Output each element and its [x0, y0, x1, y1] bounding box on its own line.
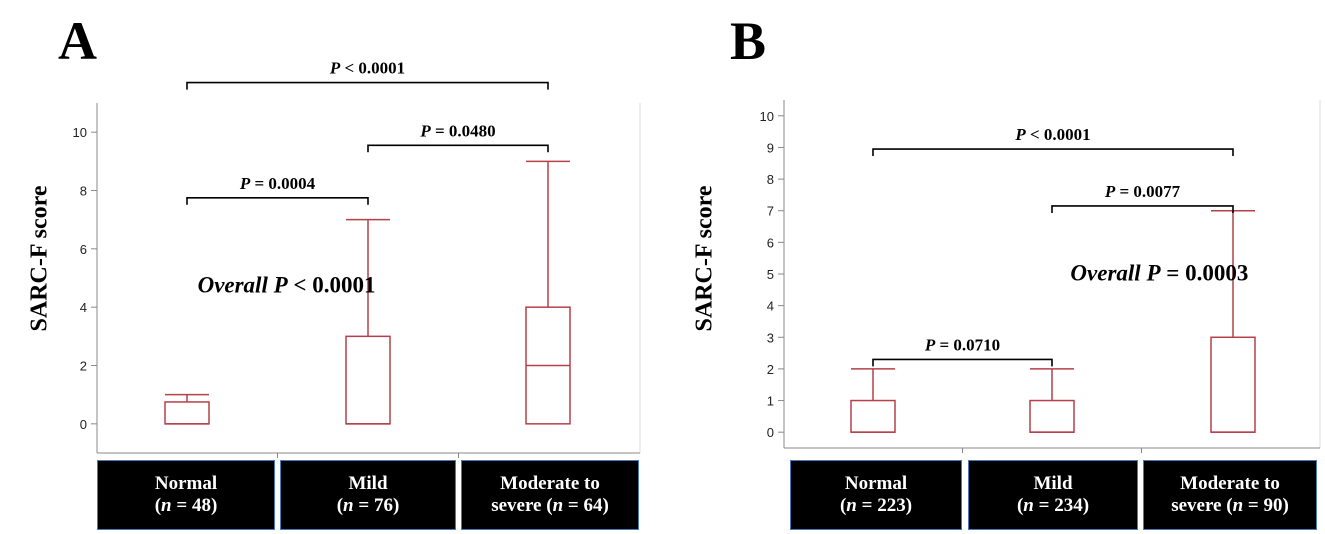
box-body: [1210, 336, 1256, 433]
comparison-p-value: P = 0.0077: [1104, 182, 1181, 201]
comparison-p-value: P < 0.0001: [329, 59, 405, 78]
category-label-line1: Moderate to: [500, 473, 600, 495]
comparison-bracket: [186, 196, 369, 205]
category-label-line1: Mild: [1033, 473, 1073, 495]
y-tick-label: 4: [80, 300, 87, 315]
comparison-bracket: [1051, 205, 1234, 213]
comparison-bracket: [872, 148, 1234, 157]
y-tick-label: 10: [73, 125, 87, 140]
category-label-line2: (n = 234): [1016, 495, 1090, 516]
y-tick-label: 9: [767, 140, 774, 155]
y-tick-label: 0: [80, 417, 87, 432]
box-body: [164, 401, 210, 425]
y-tick-label: 6: [767, 235, 774, 250]
category-label-line1: Normal: [154, 473, 218, 495]
comparison-p-value: P < 0.0001: [1014, 125, 1090, 144]
panel-letter-b: B: [730, 11, 767, 71]
category-label-line1: Normal: [844, 473, 908, 495]
y-tick-label: 5: [767, 267, 774, 282]
category-label-line2: (n = 76): [336, 495, 400, 516]
category-label-a-mild: Mild (n = 76): [280, 460, 456, 530]
overall-p-value: Overall P = 0.0003: [1070, 260, 1248, 285]
comparison-bracket: [872, 358, 1053, 367]
box-body: [1029, 399, 1075, 433]
y-tick-label: 8: [80, 184, 87, 199]
box-body: [850, 399, 896, 433]
category-label-line2: severe (n = 64): [491, 495, 609, 516]
box-body: [345, 335, 391, 425]
comparison-p-value: P = 0.0710: [924, 335, 1000, 354]
y-tick-label: 3: [767, 330, 774, 345]
category-label-line1: Moderate to: [1180, 473, 1280, 495]
y-tick-label: 7: [767, 204, 774, 219]
category-label-a-normal: Normal (n = 48): [97, 460, 275, 530]
category-label-b-moderate: Moderate to severe (n = 90): [1143, 460, 1317, 530]
y-tick-label: 8: [767, 172, 774, 187]
category-label-line2: (n = 48): [154, 495, 218, 516]
comparison-p-value: P = 0.0004: [239, 174, 316, 193]
y-tick-label: 0: [767, 425, 774, 440]
panel-letter-a: A: [58, 11, 97, 71]
category-label-a-moderate: Moderate to severe (n = 64): [461, 460, 639, 530]
y-tick-label: 6: [80, 242, 87, 257]
y-tick-label: 2: [80, 359, 87, 374]
y-tick-label: 1: [767, 394, 774, 409]
comparison-bracket: [186, 81, 549, 90]
comparison-bracket: [367, 144, 549, 153]
category-label-line1: Mild: [348, 473, 388, 495]
comparison-p-value: P = 0.0480: [419, 121, 495, 140]
overall-p-value: Overall P < 0.0001: [198, 273, 376, 298]
category-label-line2: severe (n = 90): [1171, 495, 1289, 516]
category-label-b-mild: Mild (n = 234): [968, 460, 1138, 530]
category-label-line2: (n = 223): [839, 495, 913, 516]
y-tick-label: 4: [767, 299, 774, 314]
category-label-b-normal: Normal (n = 223): [790, 460, 962, 530]
y-tick-label: 10: [760, 109, 774, 124]
y-tick-label: 2: [767, 362, 774, 377]
